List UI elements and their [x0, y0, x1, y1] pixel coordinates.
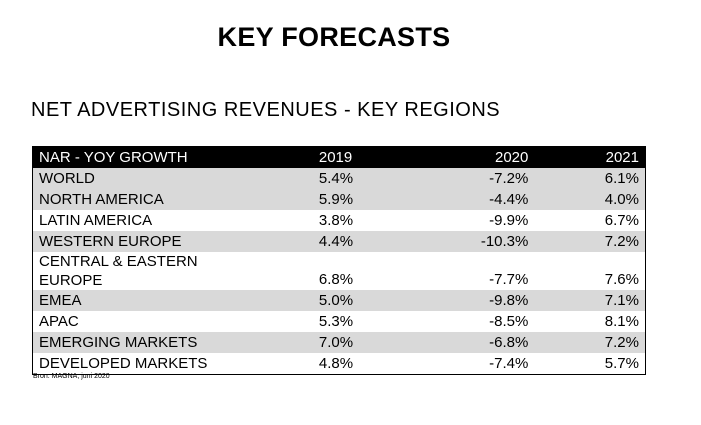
value-2021: 8.1% [604, 312, 639, 330]
value-2021: 4.0% [534, 189, 645, 210]
value-2020: -7.4% [489, 354, 529, 372]
page-title: KEY FORECASTS [217, 22, 451, 52]
row-label: EMERGING MARKETS [33, 332, 313, 353]
value-2021: 7.1% [534, 290, 645, 311]
table-row: DEVELOPED MARKETS 4.8% -7.4% 5.7% [33, 353, 645, 374]
row-label-line: EMERGING MARKETS [39, 334, 198, 351]
value-2021: 7.2% [534, 231, 645, 252]
value-2020: -8.5% [489, 312, 529, 330]
value-2019: 3.8% [318, 211, 354, 229]
value-2021: 6.7% [604, 211, 639, 229]
table-row: EMERGING MARKETS 7.0% -6.8% 7.2% [33, 332, 645, 353]
table-row: LATIN AMERICA 3.8% -9.9% 6.7% [33, 210, 645, 231]
row-label: NORTH AMERICA [33, 189, 313, 210]
table-row: WORLD 5.4% -7.2% 6.1% [33, 168, 645, 189]
table-body: WORLD 5.4% -7.2% 6.1% NORTH AMERICA 5.9% -4.4%… [33, 168, 645, 374]
row-label: EMEA [33, 290, 313, 311]
table-header-row: NAR - YOY GROWTH 2019 2020 2021 [33, 147, 645, 168]
table-row: APAC 5.3% -8.5% 8.1% [33, 311, 645, 332]
source-note: Bron: MAGNA, juni 2020 [33, 373, 110, 380]
value-2021: 7.6% [604, 271, 639, 288]
row-label-line: APAC [39, 313, 79, 330]
value-2019: 4.8% [318, 354, 354, 372]
value-2019: 5.3% [318, 312, 354, 330]
value-2021: 5.7% [604, 354, 639, 372]
row-label-line: CENTRAL & EASTERN [39, 253, 198, 270]
table-subtitle: NET ADVERTISING REVENUES - KEY REGIONS [31, 99, 501, 121]
row-label-line: NORTH AMERICA [39, 191, 164, 208]
row-label-line: WESTERN EUROPE [39, 233, 182, 250]
row-label: DEVELOPED MARKETS [33, 353, 313, 374]
header-2019: 2019 [318, 148, 353, 166]
table-row: NORTH AMERICA 5.9% -4.4% 4.0% [33, 189, 645, 210]
value-2020: -9.8% [403, 290, 535, 311]
forecast-table: NAR - YOY GROWTH 2019 2020 2021 WORLD 5.4… [32, 146, 646, 375]
table-row: WESTERN EUROPE 4.4% -10.3% 7.2% [33, 231, 645, 252]
header-2020: 2020 [494, 148, 529, 166]
value-2019: 5.4% [312, 168, 404, 189]
value-2019: 6.8% [318, 271, 354, 288]
row-label-line: DEVELOPED MARKETS [39, 355, 208, 372]
value-2021: 6.1% [534, 168, 645, 189]
table-row: CENTRAL & EASTERN EUROPE 6.8% -7.7% 7.6% [33, 252, 645, 290]
value-2019: 4.4% [312, 231, 404, 252]
value-2020: -7.2% [403, 168, 535, 189]
row-label: APAC [33, 311, 313, 332]
header-2021: 2021 [605, 148, 639, 166]
value-2019: 5.0% [312, 290, 404, 311]
value-2020: -9.9% [489, 211, 529, 229]
row-label-line: LATIN AMERICA [39, 212, 153, 229]
value-2020: -10.3% [403, 231, 535, 252]
value-2021: 7.2% [534, 332, 645, 353]
header-label: NAR - YOY GROWTH [39, 148, 188, 166]
row-label: CENTRAL & EASTERN EUROPE [33, 252, 313, 290]
row-label-line: EMEA [39, 292, 82, 309]
table-row: EMEA 5.0% -9.8% 7.1% [33, 290, 645, 311]
row-label: WORLD [33, 168, 313, 189]
value-2020: -7.7% [489, 271, 529, 288]
row-label-line: EUROPE [39, 272, 103, 289]
value-2019: 5.9% [312, 189, 404, 210]
row-label: WESTERN EUROPE [33, 231, 313, 252]
value-2020: -6.8% [403, 332, 535, 353]
value-2020: -4.4% [403, 189, 535, 210]
row-label-line: WORLD [39, 170, 95, 187]
value-2019: 7.0% [312, 332, 404, 353]
row-label: LATIN AMERICA [33, 210, 313, 231]
